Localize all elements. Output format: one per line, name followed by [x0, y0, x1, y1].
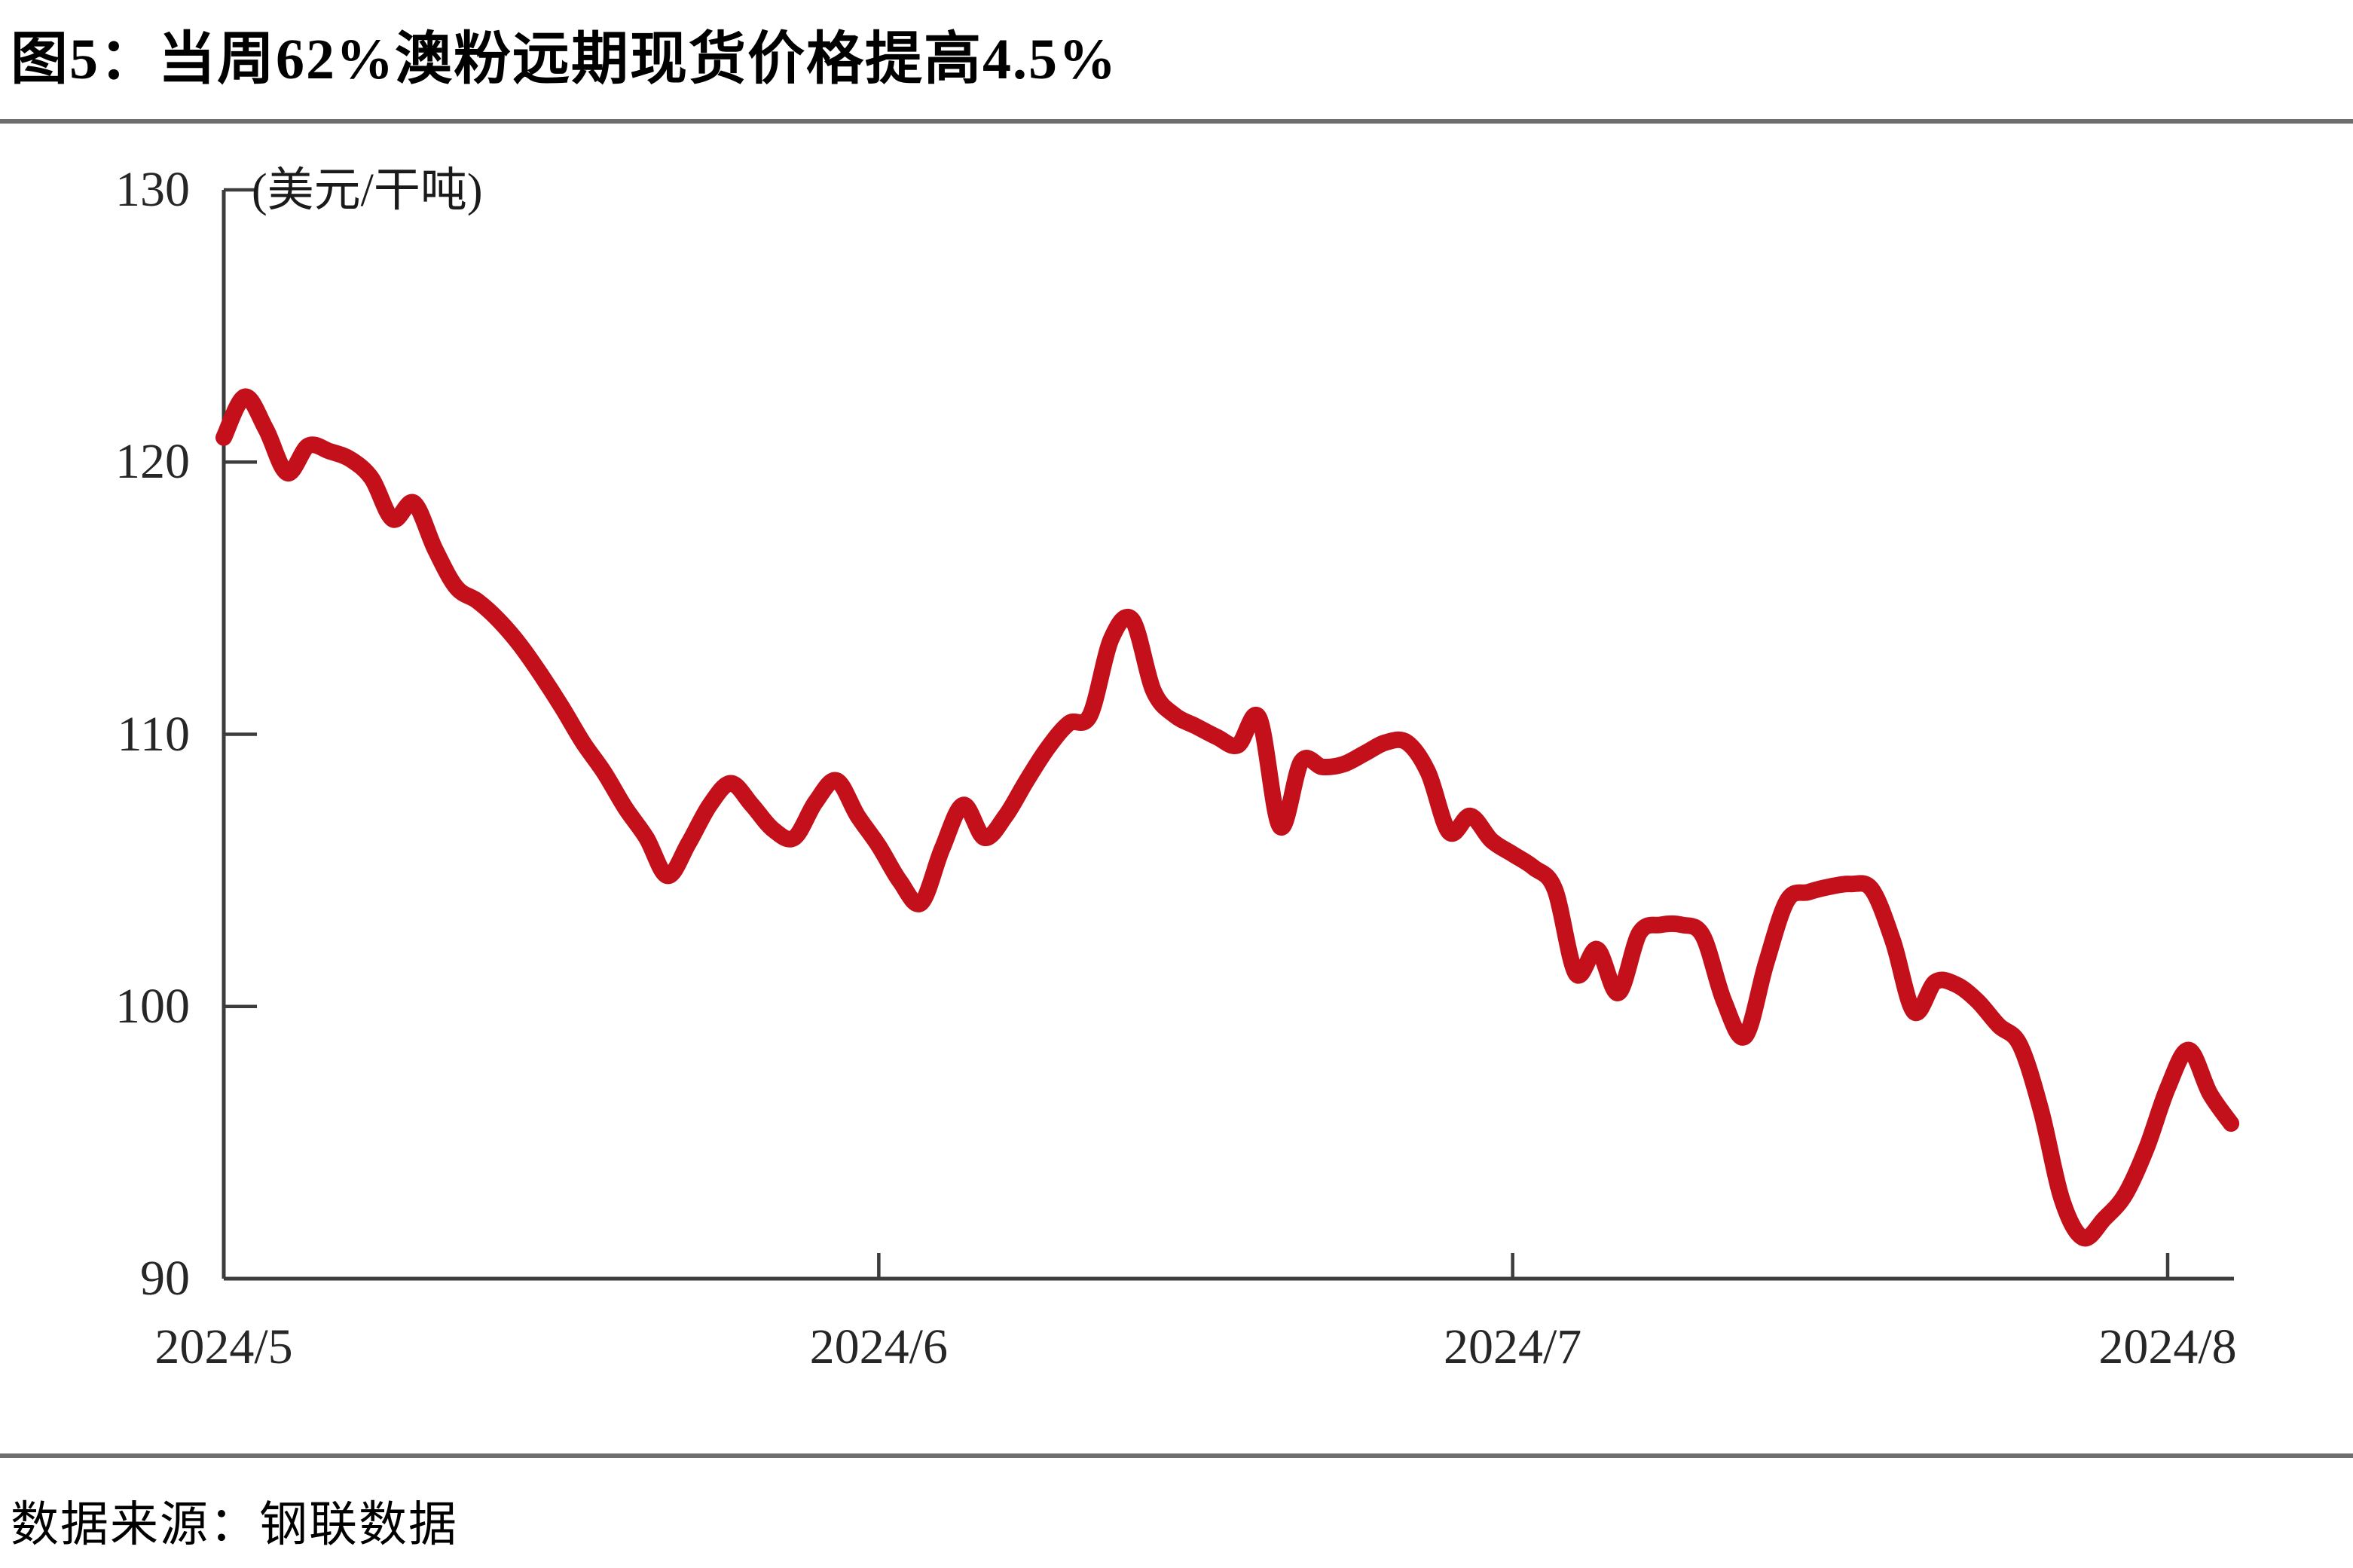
x-tick-label-2024-7: 2024/7	[1443, 1319, 1582, 1374]
y-tick-label-130: 130	[115, 162, 190, 217]
title-divider-line	[0, 119, 2353, 124]
footer-divider-line	[0, 1453, 2353, 1458]
y-tick-label-110: 110	[117, 706, 190, 762]
y-tick-label-100: 100	[115, 978, 190, 1034]
data-source-note: 数据来源：钢联数据	[11, 1498, 458, 1551]
chart-title: 图5：当周62%澳粉远期现货价格提高4.5%	[11, 28, 1117, 91]
price-line	[215, 388, 2240, 1247]
x-tick-label-2024-8: 2024/8	[2098, 1319, 2237, 1374]
x-tick-label-2024-6: 2024/6	[809, 1319, 949, 1374]
y-axis-unit-label: (美元/干吨)	[252, 165, 483, 216]
x-tick-label-2024-5: 2024/5	[154, 1319, 293, 1374]
y-tick-label-90: 90	[140, 1251, 190, 1306]
y-tick-label-120: 120	[115, 434, 190, 490]
